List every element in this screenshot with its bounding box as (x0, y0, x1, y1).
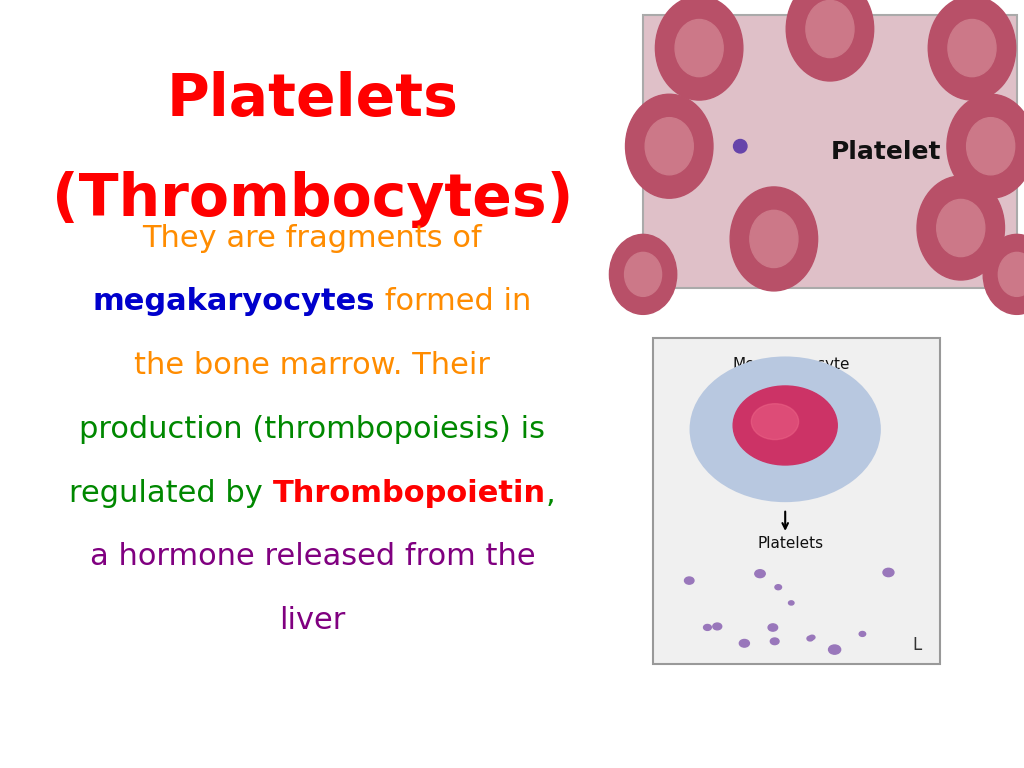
Ellipse shape (828, 645, 841, 654)
Ellipse shape (807, 636, 813, 641)
Ellipse shape (752, 404, 799, 439)
Text: a hormone released from the: a hormone released from the (89, 542, 536, 571)
Ellipse shape (775, 584, 781, 590)
Ellipse shape (788, 601, 794, 605)
Text: production (thrombopoiesis) is: production (thrombopoiesis) is (79, 415, 546, 444)
Ellipse shape (770, 638, 779, 644)
Ellipse shape (918, 176, 1005, 280)
Ellipse shape (703, 624, 712, 631)
Ellipse shape (947, 94, 1024, 198)
Ellipse shape (626, 94, 713, 198)
Ellipse shape (755, 570, 765, 578)
Ellipse shape (859, 631, 865, 637)
Ellipse shape (655, 0, 742, 100)
Text: Megakaryocyte: Megakaryocyte (732, 357, 850, 372)
Text: megakaryocytes: megakaryocytes (93, 287, 376, 316)
Ellipse shape (733, 140, 746, 153)
Ellipse shape (928, 0, 1016, 100)
Ellipse shape (967, 118, 1015, 175)
Text: Platelets: Platelets (758, 536, 824, 551)
Ellipse shape (730, 187, 817, 291)
Text: regulated by: regulated by (70, 478, 272, 508)
Ellipse shape (739, 640, 750, 647)
Ellipse shape (983, 234, 1024, 314)
Text: Platelet: Platelet (830, 140, 941, 164)
Ellipse shape (806, 1, 854, 58)
Ellipse shape (609, 234, 677, 314)
Text: Platelets: Platelets (166, 71, 459, 128)
Text: the bone marrow. Their: the bone marrow. Their (134, 351, 490, 380)
Text: Thrombopoietin: Thrombopoietin (272, 478, 546, 508)
Ellipse shape (675, 19, 723, 77)
Text: (Thrombocytes): (Thrombocytes) (51, 171, 573, 228)
Ellipse shape (768, 624, 777, 631)
Ellipse shape (645, 118, 693, 175)
Ellipse shape (690, 358, 880, 502)
Ellipse shape (713, 623, 722, 630)
Text: ,: , (546, 478, 555, 508)
Ellipse shape (998, 253, 1024, 296)
FancyBboxPatch shape (643, 15, 1017, 288)
Text: formed in: formed in (376, 287, 531, 316)
Ellipse shape (883, 568, 894, 577)
Ellipse shape (684, 577, 694, 584)
Ellipse shape (809, 635, 815, 640)
Ellipse shape (750, 210, 798, 267)
Ellipse shape (948, 19, 996, 77)
Ellipse shape (937, 200, 985, 257)
Ellipse shape (733, 386, 838, 465)
Text: L: L (912, 636, 922, 654)
Ellipse shape (625, 253, 662, 296)
FancyBboxPatch shape (653, 338, 940, 664)
Ellipse shape (786, 0, 873, 81)
Text: They are fragments of: They are fragments of (142, 223, 482, 253)
Text: liver: liver (280, 606, 345, 635)
